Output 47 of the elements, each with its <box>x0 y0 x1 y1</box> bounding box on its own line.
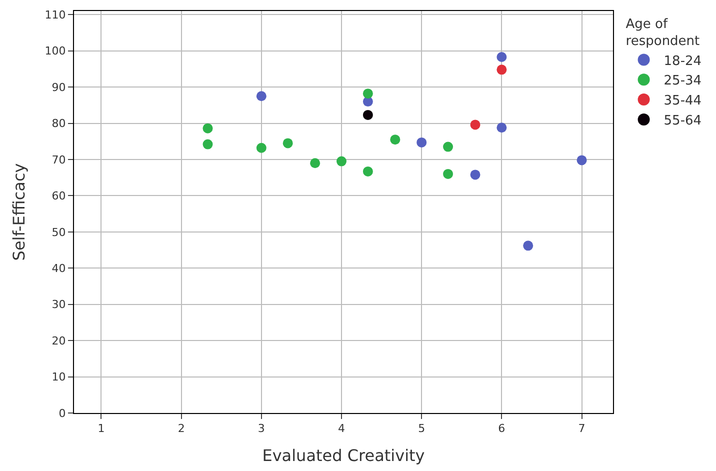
y-tick-label: 90 <box>52 80 66 94</box>
x-tick-label: 4 <box>338 422 345 436</box>
legend-label: 55-64 <box>664 114 702 129</box>
legend-label: 18-24 <box>664 54 702 69</box>
point <box>496 52 507 62</box>
y-tick-label: 100 <box>44 44 66 58</box>
x-tick-label: 1 <box>98 422 105 436</box>
legend-label: 25-34 <box>664 74 702 89</box>
point <box>470 170 480 180</box>
y-tick-label: 80 <box>52 117 66 130</box>
point <box>523 240 534 251</box>
point <box>336 156 346 166</box>
x-tick-label: 3 <box>258 422 265 436</box>
point <box>470 120 480 130</box>
point <box>256 142 266 153</box>
x-tick-label: 6 <box>498 422 506 436</box>
x-tick-label: 7 <box>578 422 586 436</box>
point <box>576 155 587 166</box>
y-axis-title: Self-Efficacy <box>10 163 29 261</box>
y-tick-label: 70 <box>52 153 66 166</box>
y-tick-label: 60 <box>52 190 66 203</box>
y-tick-label: 50 <box>52 226 66 239</box>
point <box>362 110 373 120</box>
y-tick-label: 0 <box>58 406 66 420</box>
y-tick-label: 30 <box>52 298 66 312</box>
point <box>202 123 213 134</box>
y-tick-label: 40 <box>52 262 66 275</box>
y-tick-label: 10 <box>52 370 66 384</box>
point <box>362 88 373 99</box>
point <box>443 168 454 179</box>
point <box>362 166 373 176</box>
point <box>443 142 454 152</box>
point <box>202 139 213 150</box>
legend-label: 35-44 <box>664 94 702 109</box>
y-tick-label: 20 <box>52 334 66 348</box>
point <box>310 158 320 168</box>
y-tick-label: 110 <box>44 8 66 22</box>
x-tick-label: 2 <box>178 422 185 436</box>
legend-title: Age of respondent <box>626 16 700 49</box>
point <box>416 137 427 148</box>
point <box>256 91 266 102</box>
x-tick-label: 5 <box>418 422 426 436</box>
point <box>496 122 507 133</box>
x-axis-title: Evaluated Creativity <box>262 446 425 465</box>
point <box>282 138 293 148</box>
point <box>390 134 400 145</box>
point <box>496 64 507 75</box>
